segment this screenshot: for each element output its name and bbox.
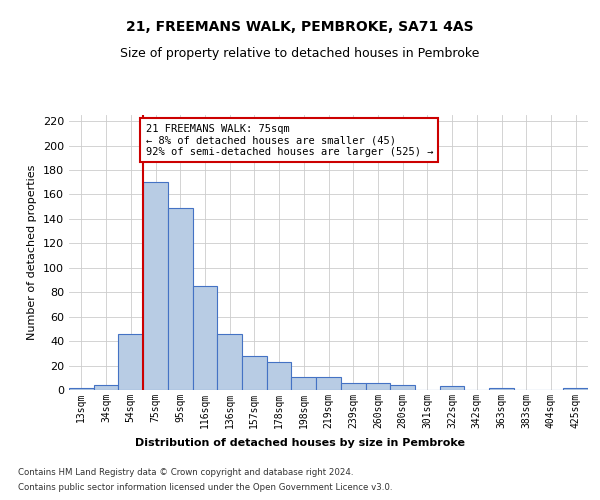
Bar <box>267 362 292 390</box>
Bar <box>292 376 316 390</box>
Bar <box>489 388 514 390</box>
Bar <box>168 208 193 390</box>
Bar <box>341 382 365 390</box>
Text: Size of property relative to detached houses in Pembroke: Size of property relative to detached ho… <box>121 48 479 60</box>
Bar <box>94 385 118 390</box>
Bar <box>69 388 94 390</box>
Bar <box>242 356 267 390</box>
Text: 21 FREEMANS WALK: 75sqm
← 8% of detached houses are smaller (45)
92% of semi-det: 21 FREEMANS WALK: 75sqm ← 8% of detached… <box>146 124 433 157</box>
Bar <box>193 286 217 390</box>
Bar <box>440 386 464 390</box>
Bar <box>143 182 168 390</box>
Y-axis label: Number of detached properties: Number of detached properties <box>28 165 37 340</box>
Bar <box>365 382 390 390</box>
Bar <box>217 334 242 390</box>
Text: 21, FREEMANS WALK, PEMBROKE, SA71 4AS: 21, FREEMANS WALK, PEMBROKE, SA71 4AS <box>126 20 474 34</box>
Text: Contains public sector information licensed under the Open Government Licence v3: Contains public sector information licen… <box>18 483 392 492</box>
Text: Distribution of detached houses by size in Pembroke: Distribution of detached houses by size … <box>135 438 465 448</box>
Bar <box>316 376 341 390</box>
Bar <box>118 334 143 390</box>
Bar <box>563 388 588 390</box>
Bar <box>390 385 415 390</box>
Text: Contains HM Land Registry data © Crown copyright and database right 2024.: Contains HM Land Registry data © Crown c… <box>18 468 353 477</box>
